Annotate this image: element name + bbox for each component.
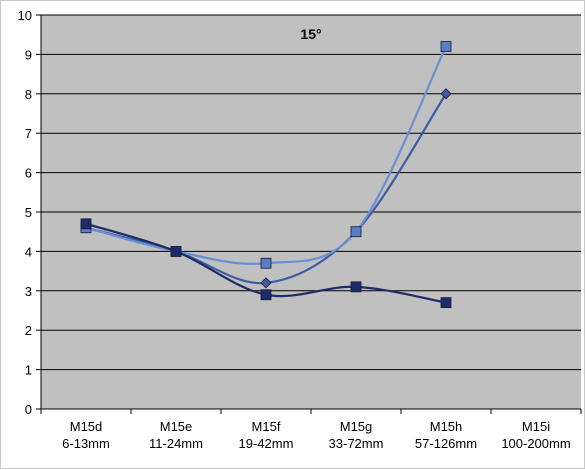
series-3-point (80, 218, 92, 230)
x-axis-ticks: M15d 6-13mm M15e 11-24mm M15f 19-42mm M15g 33-7… (40, 409, 582, 451)
series-2-point (350, 226, 362, 238)
series-2-point (260, 257, 272, 269)
y-tick-label: 0 (25, 402, 32, 417)
series-1-point (440, 88, 452, 100)
y-tick-label: 4 (25, 244, 32, 259)
series-3-point (350, 281, 362, 293)
x-tick-label: M15h (430, 419, 463, 434)
series-3-point (260, 289, 272, 301)
gridlines (41, 14, 581, 371)
x-tick-label: 19-42mm (239, 436, 294, 451)
y-tick-label: 7 (25, 126, 32, 141)
x-tick-label: M15e (160, 419, 193, 434)
y-tick-label: 3 (25, 284, 32, 299)
x-tick-label: 11-24mm (149, 436, 203, 451)
series-2-point (440, 41, 452, 52)
y-axis-ticks: 0 1 2 3 4 5 6 7 8 9 10 (18, 8, 41, 417)
series-markers (80, 41, 452, 309)
y-tick-label: 2 (25, 323, 32, 338)
series-3-point (170, 245, 182, 257)
chart-title: 15° (300, 26, 321, 42)
series-line-2 (85, 46, 447, 265)
y-tick-label: 8 (25, 87, 32, 102)
y-tick-label: 5 (25, 205, 32, 220)
x-tick-label: 33-72mm (329, 436, 384, 451)
x-tick-label: 6-13mm (62, 436, 110, 451)
y-tick-label: 9 (25, 47, 32, 62)
x-tick-label: M15f (252, 419, 281, 434)
x-tick-label: 100-200mm (501, 436, 570, 451)
x-tick-label: 57-126mm (415, 436, 477, 451)
x-tick-label: M15i (522, 419, 550, 434)
y-tick-label: 1 (25, 363, 32, 378)
series-1-point (260, 277, 272, 289)
y-tick-label: 10 (18, 8, 32, 23)
x-tick-label: M15g (340, 419, 373, 434)
series-3-point (440, 297, 452, 309)
y-tick-label: 6 (25, 166, 32, 181)
x-tick-label: M15d (70, 419, 103, 434)
